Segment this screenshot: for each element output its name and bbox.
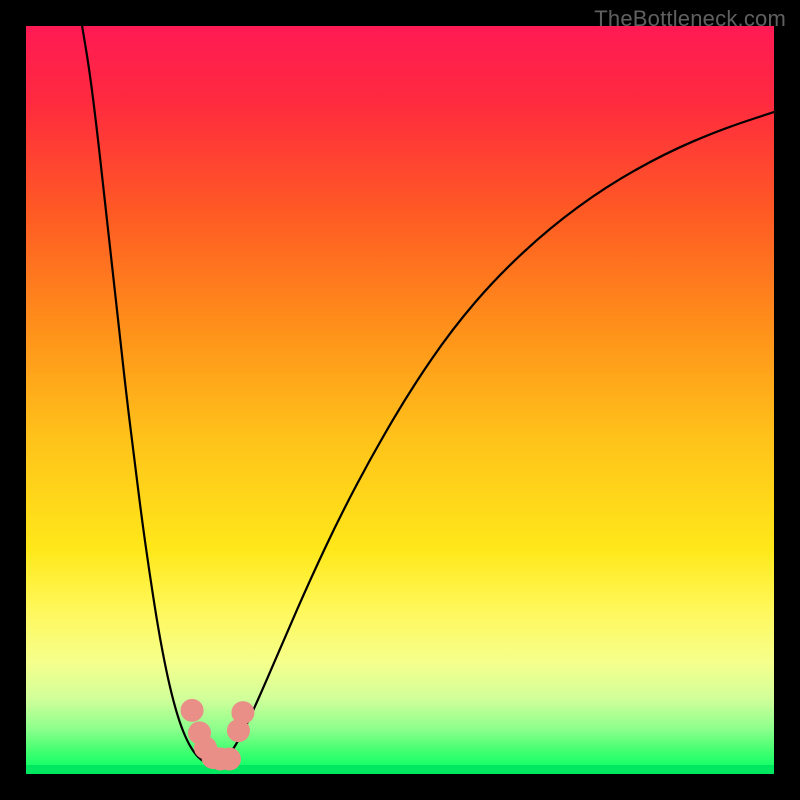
bottleneck-chart [26, 26, 774, 774]
gradient-background [26, 26, 774, 774]
data-marker [232, 702, 254, 724]
chart-svg [26, 26, 774, 774]
data-marker [181, 699, 203, 721]
attribution-text: TheBottleneck.com [594, 6, 786, 32]
bottom-green-band [26, 765, 774, 774]
data-marker [218, 748, 240, 770]
